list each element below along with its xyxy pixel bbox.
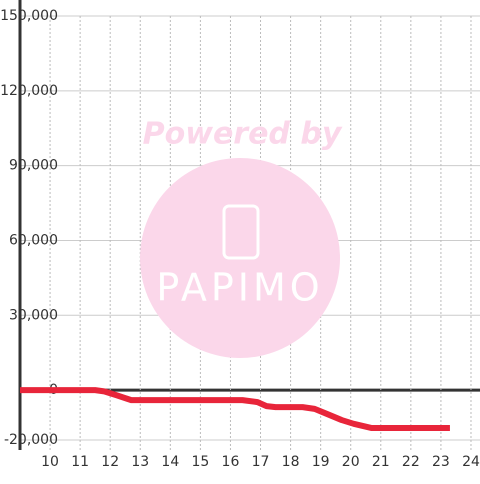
x-tick-label: 22 xyxy=(402,454,420,470)
x-tick-label: 13 xyxy=(131,454,149,470)
watermark-text: Powered by xyxy=(143,117,343,152)
x-tick-label: 19 xyxy=(312,454,330,470)
y-tick-label: 120,000 xyxy=(0,83,58,99)
y-tick-label: -20,000 xyxy=(4,432,58,448)
x-tick-label: 12 xyxy=(101,454,119,470)
x-tick-label: 15 xyxy=(191,454,209,470)
x-tick-label: 21 xyxy=(372,454,390,470)
watermark: Powered by PAPIMO xyxy=(140,117,343,358)
y-tick-label: 30,000 xyxy=(9,307,58,323)
x-tick-label: 16 xyxy=(222,454,240,470)
x-tick-label: 14 xyxy=(161,454,179,470)
x-tick-label: 10 xyxy=(41,454,59,470)
y-tick-label: 90,000 xyxy=(9,158,58,174)
y-tick-label: 60,000 xyxy=(9,232,58,248)
y-tick-label: 150,000 xyxy=(0,8,58,24)
x-tick-label: 11 xyxy=(71,454,89,470)
data-line xyxy=(20,387,450,432)
x-tick-label: 20 xyxy=(342,454,360,470)
x-tick-label: 18 xyxy=(282,454,300,470)
x-tick-label: 24 xyxy=(462,454,480,470)
x-tick-label: 23 xyxy=(432,454,450,470)
watermark-logo: PAPIMO xyxy=(156,266,323,310)
phone-icon xyxy=(222,204,260,260)
x-tick-label: 17 xyxy=(252,454,270,470)
